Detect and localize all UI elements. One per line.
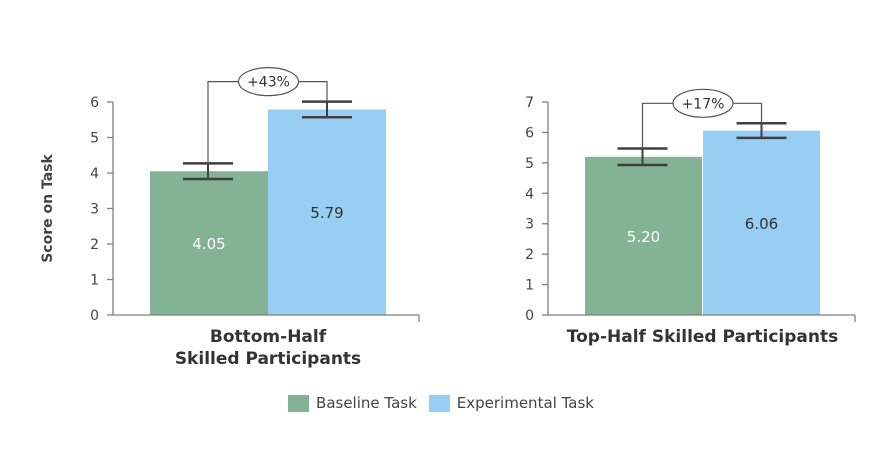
- legend-item-experimental: Experimental Task: [428, 394, 594, 412]
- chart2-y-tick-label: 3: [525, 217, 534, 233]
- chart1-title-line-1: Bottom-Half: [210, 327, 327, 347]
- chart2-data-label-experimental: 6.06: [745, 215, 778, 233]
- chart1-annotation-text: +43%: [247, 75, 290, 91]
- legend: Baseline Task Experimental Task: [0, 394, 882, 412]
- chart1-y-tick-label: 4: [90, 166, 99, 182]
- chart1-annotation-oval: [237, 67, 300, 97]
- chart2-y-tick-label: 6: [525, 125, 534, 141]
- chart2-y-tick-label: 4: [525, 186, 534, 202]
- chart2-y-tick-label: 2: [525, 247, 534, 263]
- chart2-data-label-baseline: 5.20: [627, 228, 660, 246]
- chart1-data-label-baseline: 4.05: [192, 235, 225, 253]
- chart2-y-tick-label: 0: [525, 308, 534, 324]
- chart1-y-tick-label: 3: [90, 202, 99, 218]
- legend-swatch-experimental: [428, 394, 450, 412]
- chart1-y-tick-label: 1: [90, 273, 99, 289]
- chart2-annotation-oval: [672, 88, 734, 118]
- chart2-y-tick-label: 5: [525, 156, 534, 172]
- chart2-annotation-text: +17%: [682, 96, 725, 112]
- legend-item-baseline: Baseline Task: [288, 394, 417, 412]
- legend-swatch-baseline: [288, 394, 310, 412]
- chart1-y-axis-label: Score on Task: [40, 154, 56, 263]
- chart1-title-line-2: Skilled Participants: [175, 349, 361, 369]
- legend-label-experimental: Experimental Task: [456, 394, 594, 412]
- chart1-bar-baseline: [150, 171, 268, 315]
- chart1-y-tick-label: 2: [90, 237, 99, 253]
- chart1-bar-experimental: [268, 109, 386, 315]
- chart2-bar-experimental: [703, 130, 820, 315]
- chart1-y-tick-label: 5: [90, 131, 99, 147]
- chart2-bar-baseline: [585, 156, 702, 315]
- legend-label-baseline: Baseline Task: [316, 394, 417, 412]
- chart1-data-label-experimental: 5.79: [310, 204, 343, 222]
- chart1-y-tick-label: 6: [90, 95, 99, 111]
- chart2-y-tick-label: 1: [525, 278, 534, 294]
- chart1-y-tick-label: 0: [90, 308, 99, 324]
- chart2-y-tick-label: 7: [525, 95, 534, 111]
- chart2-title-line-1: Top-Half Skilled Participants: [567, 327, 838, 347]
